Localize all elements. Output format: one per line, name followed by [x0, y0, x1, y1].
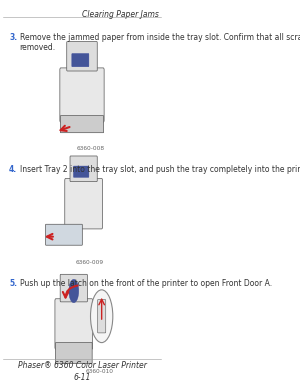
FancyBboxPatch shape [55, 299, 93, 349]
Circle shape [91, 290, 113, 343]
Text: 6360-010: 6360-010 [85, 369, 113, 374]
Text: 6360-008: 6360-008 [77, 146, 105, 151]
Text: 6360-009: 6360-009 [75, 260, 103, 265]
FancyBboxPatch shape [70, 156, 97, 182]
FancyBboxPatch shape [60, 68, 104, 122]
FancyBboxPatch shape [60, 274, 87, 302]
Text: Phaser® 6360 Color Laser Printer: Phaser® 6360 Color Laser Printer [17, 361, 146, 370]
Text: 3.: 3. [9, 33, 17, 42]
Text: 4.: 4. [9, 165, 17, 174]
FancyBboxPatch shape [60, 116, 104, 133]
Text: Clearing Paper Jams: Clearing Paper Jams [82, 10, 159, 19]
Text: 6-11: 6-11 [73, 373, 91, 382]
FancyBboxPatch shape [98, 300, 106, 333]
Text: Push up the latch on the front of the printer to open Front Door A.: Push up the latch on the front of the pr… [20, 279, 272, 288]
Circle shape [69, 279, 79, 303]
FancyBboxPatch shape [72, 54, 89, 67]
Text: Insert Tray 2 into the tray slot, and push the tray completely into the printer.: Insert Tray 2 into the tray slot, and pu… [20, 165, 300, 174]
FancyBboxPatch shape [74, 166, 89, 177]
FancyBboxPatch shape [46, 224, 82, 245]
FancyBboxPatch shape [56, 343, 92, 364]
Text: Remove the jammed paper from inside the tray slot. Confirm that all scraps of pa: Remove the jammed paper from inside the … [20, 33, 300, 52]
FancyBboxPatch shape [65, 178, 103, 229]
FancyBboxPatch shape [67, 42, 97, 71]
Text: 5.: 5. [9, 279, 17, 288]
